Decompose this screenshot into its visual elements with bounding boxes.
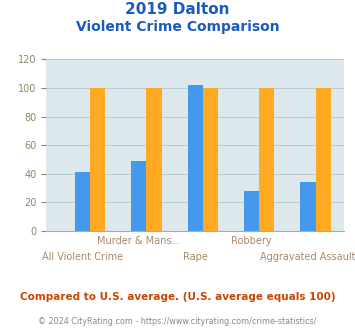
- Bar: [300, 182, 316, 231]
- Text: Robbery: Robbery: [231, 236, 272, 246]
- Bar: [75, 172, 90, 231]
- Bar: [90, 88, 105, 231]
- Text: All Violent Crime: All Violent Crime: [42, 252, 123, 262]
- Text: 2019 Dalton: 2019 Dalton: [125, 2, 230, 16]
- Bar: [131, 161, 147, 231]
- Bar: [259, 88, 274, 231]
- Bar: [188, 85, 203, 231]
- Text: © 2024 CityRating.com - https://www.cityrating.com/crime-statistics/: © 2024 CityRating.com - https://www.city…: [38, 317, 317, 326]
- Bar: [244, 191, 259, 231]
- Bar: [316, 88, 331, 231]
- Bar: [203, 88, 218, 231]
- Text: Aggravated Assault: Aggravated Assault: [260, 252, 355, 262]
- Text: Compared to U.S. average. (U.S. average equals 100): Compared to U.S. average. (U.S. average …: [20, 292, 335, 302]
- Text: Murder & Mans...: Murder & Mans...: [97, 236, 181, 246]
- Text: Violent Crime Comparison: Violent Crime Comparison: [76, 20, 279, 34]
- Bar: [147, 88, 162, 231]
- Text: Rape: Rape: [183, 252, 208, 262]
